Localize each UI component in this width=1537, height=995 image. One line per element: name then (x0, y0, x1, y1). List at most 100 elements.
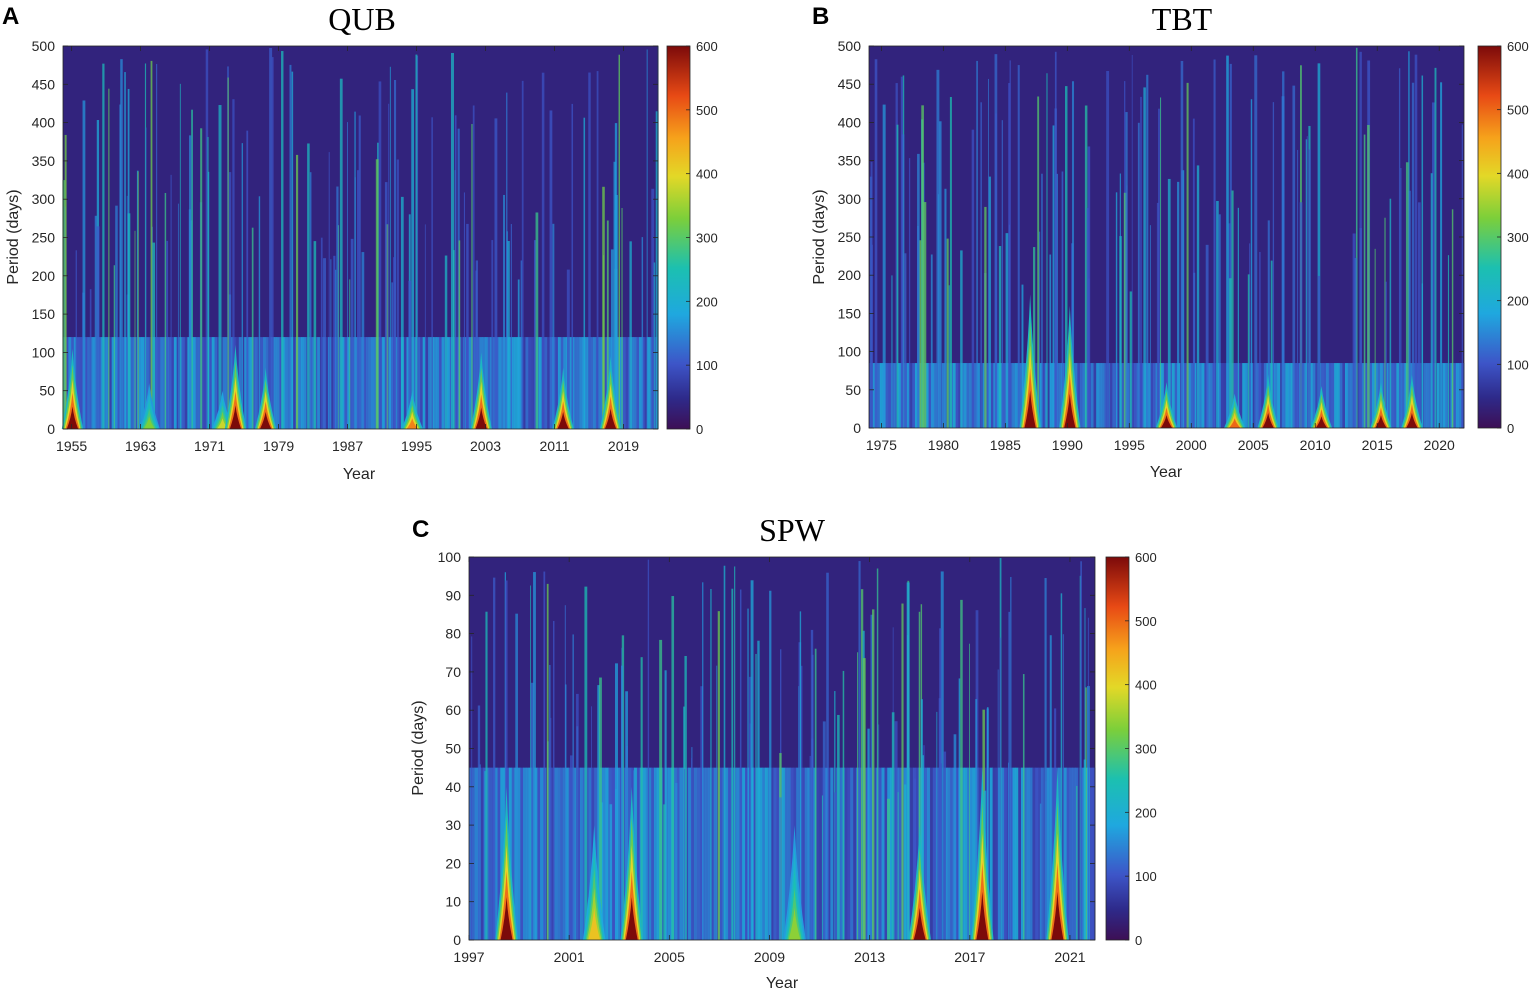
heatmap-streak (1186, 82, 1189, 429)
x-tick-label: 2005 (1238, 437, 1269, 453)
band-cell (287, 337, 291, 429)
band-cell (92, 337, 96, 429)
band-cell (931, 363, 935, 428)
heatmap-streak (218, 105, 222, 430)
band-cell (1363, 363, 1368, 428)
heatmap-streak (757, 640, 760, 940)
band-cell (1361, 363, 1365, 428)
band-cell (702, 767, 706, 940)
heatmap-streak (821, 795, 824, 940)
band-cell (1089, 767, 1093, 940)
band-cell (76, 337, 80, 429)
band-cell (1152, 363, 1157, 428)
heatmap-streak (1049, 254, 1052, 428)
band-cell (1331, 363, 1335, 428)
heatmap-streak (599, 677, 602, 940)
band-cell (246, 337, 251, 429)
band-cell (647, 337, 651, 429)
band-cell (471, 767, 476, 940)
band-cell (1035, 767, 1039, 940)
heatmap-streak (1049, 635, 1052, 940)
band-cell (1223, 363, 1227, 428)
heatmap-streak (1087, 146, 1091, 428)
heatmap-streak (1037, 96, 1040, 429)
band-cell (688, 767, 692, 940)
heatmap-streak (723, 565, 726, 940)
heatmap-streak (384, 182, 388, 429)
heatmap-streak (1038, 231, 1041, 428)
band-cell (420, 337, 424, 429)
heatmap-streak (291, 71, 294, 430)
heatmap-streak (998, 246, 1002, 428)
heatmap-streak (145, 127, 147, 430)
band-cell (1426, 363, 1430, 428)
band-cell (878, 767, 882, 940)
band-cell (636, 767, 641, 940)
x-axis: 1955 1963 1971 1979 1987 1995 2003 2011 2019 (56, 46, 639, 454)
heatmap-streak (583, 117, 586, 429)
heatmap-streak (613, 161, 617, 429)
heatmap-streak (1430, 173, 1433, 428)
band-cell (474, 767, 478, 940)
heatmap-peak (1223, 393, 1246, 428)
band-cell (311, 337, 315, 429)
band-cell (1058, 363, 1062, 428)
band-cell (881, 767, 885, 940)
x-tick-label: 2009 (754, 949, 785, 965)
heatmap-streak (1149, 225, 1151, 428)
band-cell (469, 767, 473, 940)
heatmap-streak (521, 80, 524, 429)
heatmap-streak (1226, 55, 1229, 429)
heatmap-streak (349, 279, 351, 429)
heatmap-streak (867, 728, 870, 940)
heatmap-streak (320, 237, 323, 429)
band-cell (79, 337, 83, 429)
heatmap-streak (1010, 576, 1012, 940)
band-cell (1171, 363, 1176, 428)
heatmap-streak (546, 583, 549, 940)
heatmap-streak (258, 196, 261, 429)
band-cell (1046, 767, 1050, 940)
band-cell (1104, 363, 1108, 428)
band-cell (605, 767, 609, 940)
heatmap-streak (339, 78, 343, 429)
heatmap-streak (953, 734, 957, 940)
heatmap-peak (1310, 385, 1333, 428)
heatmap-streak (1355, 47, 1358, 429)
heatmap-streak (857, 652, 859, 940)
band-cell (584, 337, 589, 429)
y-tick-label: 70 (445, 664, 461, 680)
heatmap-streak (901, 134, 905, 428)
x-tick-label: 2005 (654, 949, 685, 965)
band-cell (141, 337, 145, 429)
heatmap-streak (115, 205, 118, 429)
y-tick-label: 500 (838, 38, 862, 54)
heatmap-streak (431, 117, 433, 430)
band-cell (801, 767, 806, 940)
heatmap-streak (1417, 202, 1421, 428)
band-cell (494, 767, 498, 940)
band-cell (1147, 363, 1151, 428)
heatmap-streak (136, 170, 139, 429)
band-cell (1098, 363, 1102, 428)
heatmap-streak (309, 172, 312, 429)
band-cell (665, 767, 669, 940)
band-cell (173, 337, 177, 429)
heatmap-streak (1421, 75, 1424, 428)
heatmap-streak (1297, 149, 1299, 428)
heatmap-streak (503, 194, 505, 429)
heatmap-streak (1009, 60, 1011, 428)
heatmap-streak (1039, 803, 1042, 940)
heatmap-streak (515, 613, 518, 940)
heatmap-peak (1257, 374, 1279, 428)
heatmap-streak (948, 285, 950, 428)
band-cell (1393, 363, 1397, 428)
heatmap-streak (108, 88, 110, 429)
heatmap-streak (393, 257, 396, 429)
band-cell (1423, 363, 1427, 428)
y-tick-label: 150 (32, 306, 56, 322)
band-cell (117, 337, 121, 429)
band-cell (374, 337, 378, 429)
band-cell (611, 767, 615, 940)
heatmap-streak (822, 721, 826, 940)
